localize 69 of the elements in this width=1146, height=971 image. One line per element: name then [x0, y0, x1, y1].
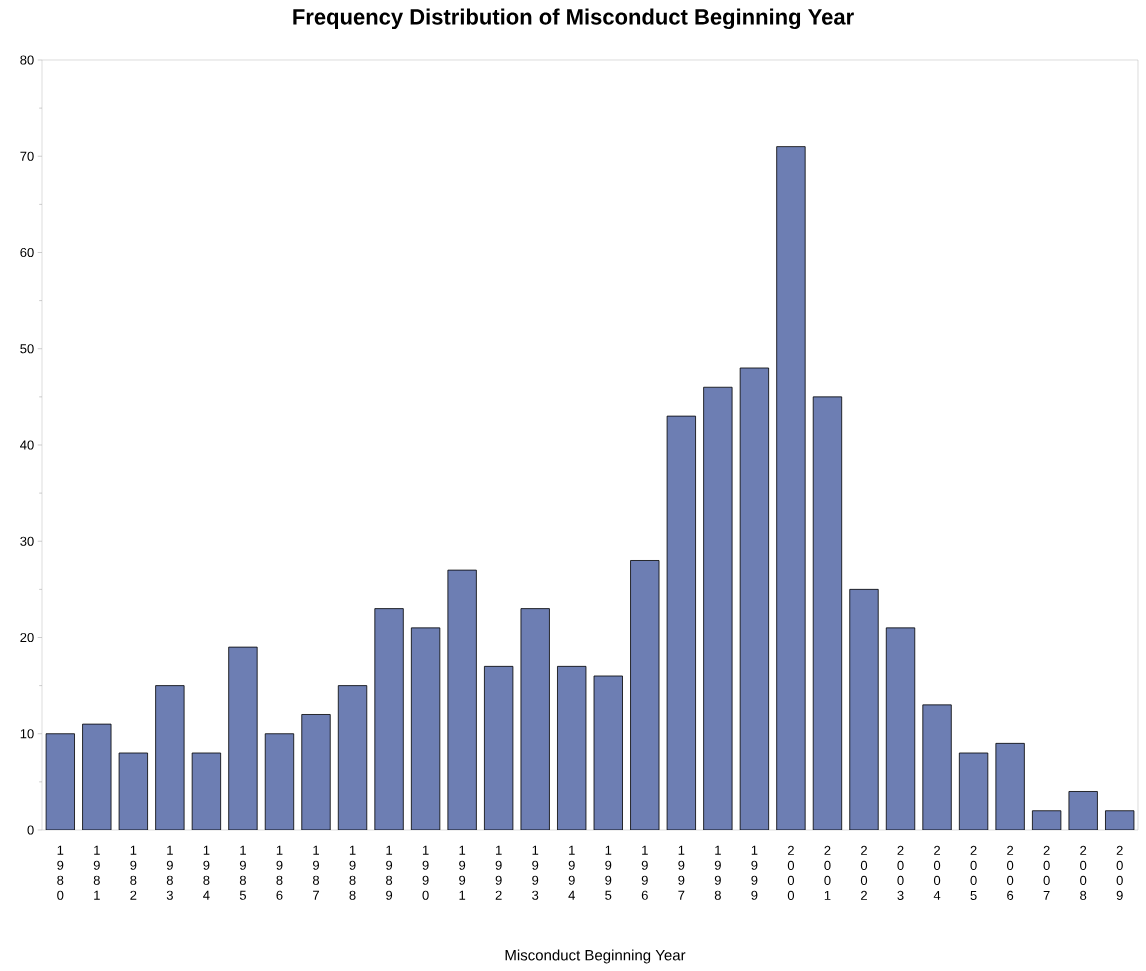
bar	[922, 704, 952, 830]
bar	[338, 685, 367, 830]
x-tick-label: 1981	[93, 845, 100, 900]
x-tick-label: 2009	[1116, 845, 1123, 900]
bar	[849, 589, 879, 830]
x-axis-title: Misconduct Beginning Year	[505, 949, 686, 964]
bar	[192, 752, 221, 830]
bar	[228, 647, 258, 830]
y-tick-label: 80	[20, 55, 34, 65]
bar	[520, 608, 550, 830]
bar	[155, 685, 185, 830]
x-tick-label: 2007	[1043, 845, 1050, 900]
bar	[776, 146, 806, 830]
bar	[411, 627, 440, 830]
x-tick-label: 2008	[1080, 845, 1087, 900]
y-tick-label: 30	[20, 536, 34, 546]
y-tick-label: 40	[20, 440, 34, 450]
x-tick-label: 2002	[860, 845, 868, 900]
x-tick-label: 1995	[605, 845, 612, 900]
bar	[703, 387, 733, 830]
x-tick-label: 2000	[787, 845, 795, 900]
y-tick-label: 60	[20, 247, 34, 258]
bar	[740, 367, 769, 830]
bar	[959, 752, 988, 830]
bar	[557, 666, 586, 830]
y-tick-label: 50	[20, 344, 34, 354]
x-tick-label: 2006	[1007, 845, 1014, 900]
x-tick-label: 2004	[933, 845, 941, 900]
bar	[1068, 791, 1098, 830]
x-tick-label: 1985	[239, 845, 246, 900]
bar	[484, 666, 513, 830]
x-tick-label: 1982	[130, 845, 137, 900]
bar	[301, 714, 331, 830]
y-tick-label: 20	[20, 632, 34, 643]
chart-title: Frequency Distribution of Misconduct Beginning Year	[293, 8, 854, 30]
x-tick-label: 1994	[568, 845, 575, 900]
bar	[82, 724, 112, 830]
bar	[119, 752, 148, 830]
bar	[594, 675, 623, 830]
x-tick-label: 1984	[203, 845, 210, 900]
bar	[630, 560, 660, 830]
bar	[813, 396, 842, 830]
x-tick-label: 1993	[532, 845, 539, 900]
x-tick-label: 2001	[824, 845, 831, 900]
y-tick-label: 0	[27, 825, 34, 835]
x-tick-label: 1999	[751, 845, 758, 900]
y-tick-label: 10	[20, 729, 34, 739]
bar	[995, 743, 1025, 830]
x-tick-label: 1992	[495, 845, 502, 900]
x-tick-label: 1989	[386, 845, 393, 900]
x-tick-label: 1996	[641, 845, 648, 900]
bar	[46, 733, 75, 830]
x-tick-label: 1980	[57, 845, 64, 900]
x-tick-label: 2003	[897, 845, 904, 900]
bar	[667, 416, 696, 830]
x-tick-label: 1987	[312, 845, 320, 900]
x-tick-label: 1983	[166, 845, 173, 900]
x-tick-label: 1997	[678, 845, 685, 900]
x-tick-label: 1990	[422, 845, 429, 900]
y-tick-label: 70	[20, 151, 34, 161]
bar	[374, 608, 404, 830]
bar	[265, 733, 294, 830]
x-tick-label: 2005	[970, 845, 977, 900]
x-tick-label: 1991	[459, 845, 466, 900]
x-tick-label: 1988	[349, 845, 356, 900]
x-tick-label: 1986	[276, 845, 283, 900]
bar	[886, 627, 915, 830]
bar	[447, 570, 477, 830]
x-tick-label: 1998	[714, 845, 721, 900]
